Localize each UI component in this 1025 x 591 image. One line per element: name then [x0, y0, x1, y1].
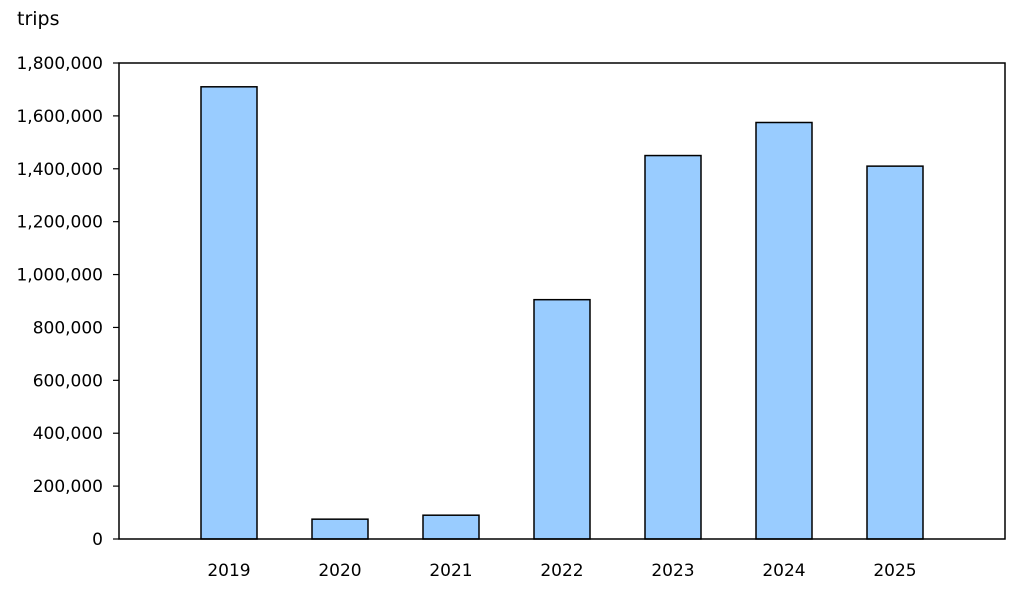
x-tick-label: 2020 — [318, 561, 361, 581]
y-tick-label: 1,200,000 — [16, 213, 103, 233]
y-tick-label: 200,000 — [33, 477, 103, 497]
bar-2019 — [200, 86, 258, 540]
x-tick-label: 2023 — [651, 561, 694, 581]
x-tick-label: 2021 — [429, 561, 472, 581]
y-tick-label: 1,000,000 — [16, 266, 103, 286]
y-tick-label: 1,600,000 — [16, 107, 103, 127]
y-tick-label: 1,400,000 — [16, 160, 103, 180]
x-tick-label: 2022 — [540, 561, 583, 581]
bar-2021 — [422, 514, 480, 540]
bar-2022 — [533, 298, 591, 540]
y-tick-label: 600,000 — [33, 371, 103, 391]
bars — [200, 86, 924, 540]
y-tick-label: 400,000 — [33, 424, 103, 444]
y-tick-label: 800,000 — [33, 318, 103, 338]
plot-frame — [118, 62, 1006, 540]
y-axis-ticks: 0 200,000 400,000 600,000 800,000 1,000,000 1,… — [16, 54, 119, 550]
x-tick-label: 2025 — [873, 561, 916, 581]
bar-2020 — [311, 518, 369, 540]
y-tick-label: 0 — [92, 530, 103, 550]
bar-2023 — [644, 154, 702, 540]
x-tick-label: 2019 — [207, 561, 250, 581]
bar-2024 — [755, 121, 813, 540]
bar-2025 — [866, 165, 924, 540]
x-axis-ticks: 2019 2020 2021 2022 2023 2024 2025 — [207, 561, 916, 581]
y-tick-label: 1,800,000 — [16, 54, 103, 74]
x-tick-label: 2024 — [762, 561, 805, 581]
y-axis-unit-label: trips — [17, 8, 60, 30]
